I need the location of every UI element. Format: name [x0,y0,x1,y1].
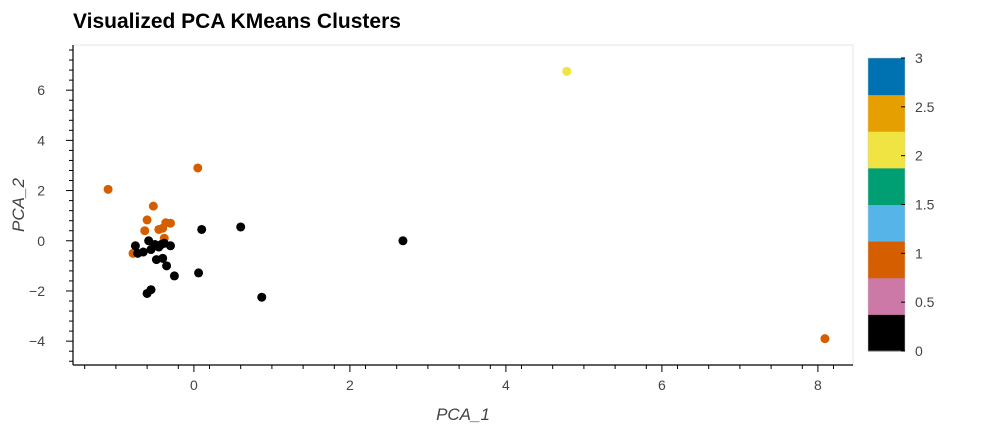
scatter-point[interactable] [103,184,113,194]
colorbar-segment [868,204,905,242]
x-axis-label: PCA_1 [436,405,490,424]
y-tick-label: 0 [37,233,45,249]
colorbar-segment [868,241,905,279]
scatter-point[interactable] [169,271,179,281]
scatter-point[interactable] [257,292,267,302]
colorbar-segment [868,58,905,96]
scatter-point[interactable] [166,241,175,251]
scatter-point[interactable] [148,201,158,211]
scatter-point[interactable] [158,253,168,263]
scatter-point[interactable] [820,334,830,344]
colorbar-segment [868,167,905,205]
colorbar-segment [868,277,905,315]
colorbar-tick-label: 0.5 [915,294,935,310]
colorbar-segment [868,94,905,132]
x-tick-label: 8 [814,377,822,393]
data-points [103,66,830,344]
colorbar-tick-label: 3 [915,50,923,66]
scatter-point[interactable] [398,236,408,246]
scatter-point[interactable] [236,222,246,232]
chart-title: Visualized PCA KMeans Clusters [73,10,401,33]
scatter-point[interactable] [138,247,148,257]
y-tick-label: 4 [37,132,45,148]
scatter-point[interactable] [158,223,168,233]
scatter-point[interactable] [162,261,172,271]
x-tick-label: 2 [346,377,354,393]
colorbar-tick-label: 2.5 [915,99,935,115]
scatter-point[interactable] [130,241,140,251]
scatter-point[interactable] [197,224,207,234]
colorbar-tick-label: 1.5 [915,197,935,213]
plot-area [72,44,854,366]
scatter-point[interactable] [193,163,203,173]
colorbar-segment [868,131,905,169]
axes: 0 2 4 6 8 −4 −2 0 2 4 6 [29,45,853,393]
scatter-point[interactable] [142,215,152,225]
scatter-point[interactable] [194,268,204,278]
plot-frame [72,44,854,366]
y-axis-label: PCA_2 [9,178,28,232]
colorbar-tick-label: 2 [915,148,923,164]
colorbar-tick-label: 1 [915,245,923,261]
scatter-point[interactable] [140,226,150,236]
y-tick-label: −2 [29,283,45,299]
scatter-point[interactable] [146,285,156,295]
scatter-point[interactable] [562,66,572,76]
x-tick-label: 6 [658,377,666,393]
x-tick-label: 4 [502,377,510,393]
y-tick-label: −4 [29,333,45,349]
x-tick-label: 0 [190,377,198,393]
colorbar-segment [868,314,905,352]
y-tick-label: 6 [37,82,45,98]
colorbar: 0 0.5 1 1.5 2 2.5 3 [867,50,935,359]
colorbar-tick-label: 0 [915,343,923,359]
y-tick-label: 2 [37,183,45,199]
